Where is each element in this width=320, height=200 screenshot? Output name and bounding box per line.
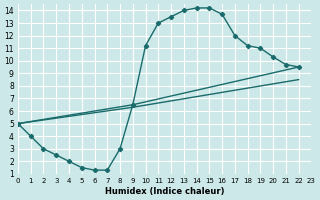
X-axis label: Humidex (Indice chaleur): Humidex (Indice chaleur) xyxy=(105,187,224,196)
